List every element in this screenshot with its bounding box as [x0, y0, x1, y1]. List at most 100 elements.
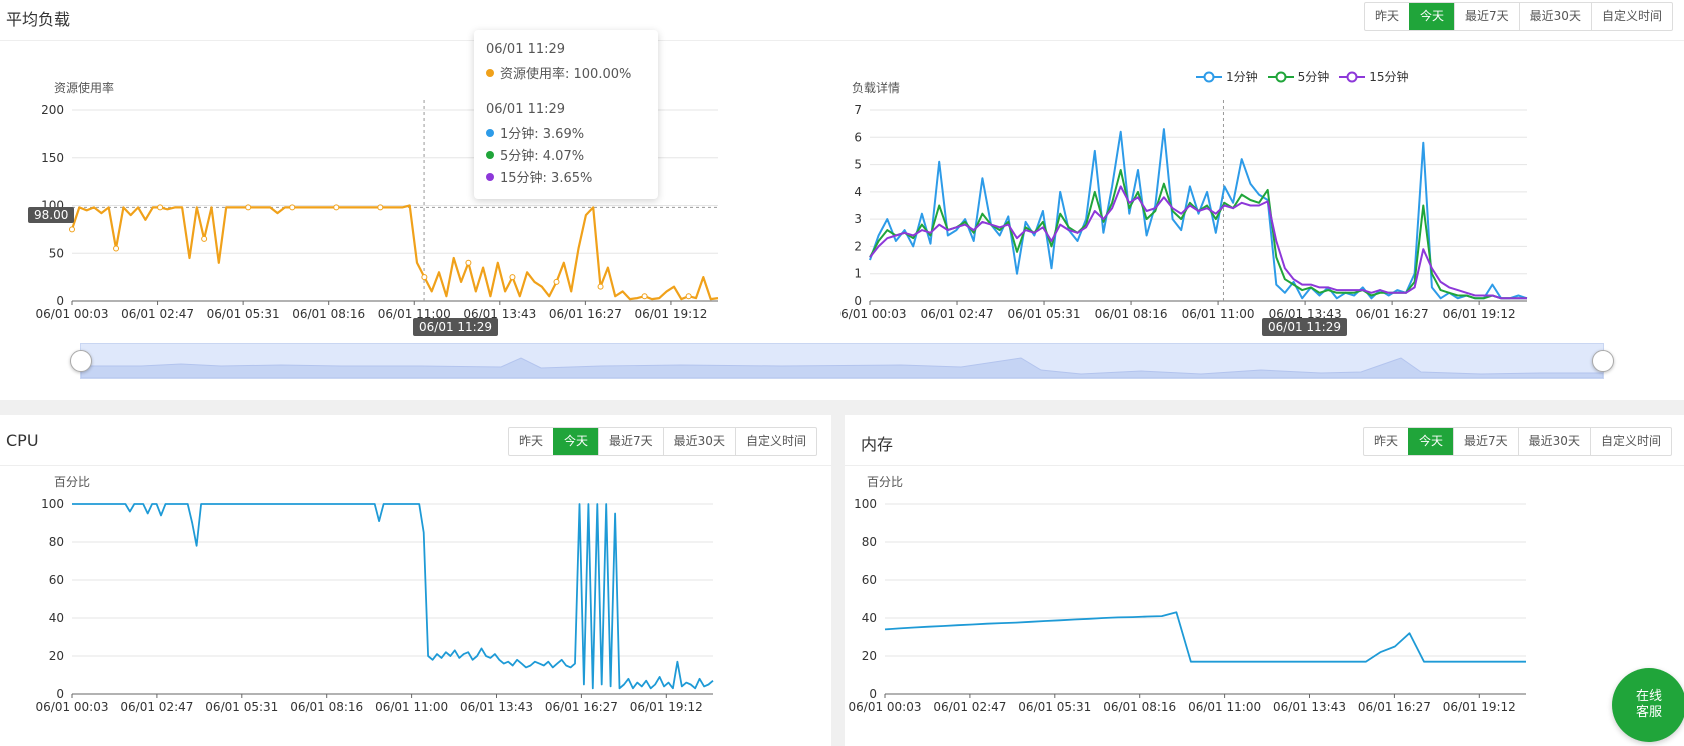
x-tick-label: 06/01 11:00 — [1188, 700, 1261, 714]
x-tick-label: 06/01 00:03 — [840, 307, 906, 321]
dot-icon — [486, 68, 494, 77]
y-axis-label: 资源使用率 — [54, 80, 114, 95]
y-tick-label: 1 — [854, 267, 862, 281]
y-tick-label: 4 — [854, 185, 862, 199]
x-tick-label: 06/01 16:27 — [545, 700, 618, 714]
btn-yesterday[interactable]: 昨天 — [1374, 434, 1399, 448]
y-axis-label: 负载详情 — [852, 80, 900, 95]
dot-icon — [486, 128, 494, 137]
btn-last-30-days[interactable]: 最近30天 — [662, 428, 735, 455]
y-tick-label: 0 — [56, 687, 64, 701]
btn-last-30-days[interactable]: 最近30天 — [1517, 428, 1590, 455]
btn-custom-time[interactable]: 自定义时间 — [1589, 428, 1671, 455]
btn-today[interactable]: 今天 — [1408, 428, 1454, 455]
y-tick-label: 40 — [862, 611, 877, 625]
x-tick-label: 06/01 05:31 — [1008, 307, 1081, 321]
btn-today[interactable]: 今天 — [553, 428, 599, 455]
y-tick-label: 60 — [862, 573, 877, 587]
x-tick-label: 06/01 19:12 — [634, 307, 707, 321]
y-tick-label: 2 — [854, 239, 862, 253]
y-tick-label: 5 — [854, 158, 862, 172]
y-tick-label: 0 — [56, 294, 64, 308]
btn-custom-time[interactable]: 自定义时间 — [1590, 3, 1672, 30]
x-tick-label: 06/01 16:27 — [549, 307, 622, 321]
x-tick-label: 06/01 02:47 — [921, 307, 994, 321]
btn-last-7-days[interactable]: 最近7天 — [1453, 428, 1518, 455]
x-tick-label: 06/01 11:00 — [378, 307, 451, 321]
x-tick-label: 06/01 11:00 — [375, 700, 448, 714]
data-point — [421, 274, 428, 281]
data-point — [201, 235, 208, 242]
btn-today[interactable]: 今天 — [1409, 3, 1455, 30]
x-tick-label: 06/01 13:43 — [463, 307, 536, 321]
legend-item-15min[interactable]: 15分钟 — [1339, 68, 1409, 85]
btn-last-7-days[interactable]: 最近7天 — [598, 428, 663, 455]
x-tick-label: 06/01 02:47 — [120, 700, 193, 714]
memory-chart: 百分比 0 20 40 60 80 100 06/01 00:03 06/01 02:47 06/… — [849, 475, 1526, 714]
time-range-buttons: 昨天 今天 最近7天 最近30天 自定义时间 — [508, 427, 817, 456]
y-tick-label: 20 — [49, 649, 64, 663]
data-point — [245, 204, 252, 211]
legend-15min-icon — [1339, 71, 1366, 82]
load-panel: 平均负载 昨天 今天 最近7天 最近30天 自定义时间 资源使用率 0 50 100 1… — [0, 0, 1684, 400]
dot-icon — [486, 150, 494, 159]
panel-title: 内存 — [861, 435, 894, 454]
panel-title: 平均负载 — [6, 10, 71, 29]
btn-yesterday[interactable]: 昨天 — [1375, 9, 1400, 23]
online-support-button[interactable]: 在线 客服 — [1612, 668, 1684, 742]
data-point — [289, 204, 296, 211]
load-legend: 1分钟 5分钟 15分钟 — [1196, 68, 1409, 85]
legend-item-1min[interactable]: 1分钟 — [1196, 68, 1258, 85]
btn-custom-time[interactable]: 自定义时间 — [734, 428, 816, 455]
series-line — [869, 185, 1527, 300]
crosshair-time-label: 06/01 11:29 — [1262, 318, 1347, 336]
data-point — [69, 226, 75, 233]
time-range-buttons: 昨天 今天 最近7天 最近30天 自定义时间 — [1364, 2, 1673, 31]
y-tick-label: 50 — [49, 246, 64, 260]
x-tick-label: 06/01 02:47 — [933, 700, 1006, 714]
y-tick-label: 20 — [862, 649, 877, 663]
tooltip-time: 06/01 11:29 — [486, 42, 566, 57]
series-line — [70, 204, 719, 301]
data-point — [597, 283, 604, 290]
tooltip-time: 06/01 11:29 — [486, 102, 566, 117]
data-point — [641, 293, 648, 300]
y-axis-label: 百分比 — [867, 475, 903, 489]
tooltip-usage: 资源使用率: 100.00% — [500, 67, 632, 82]
btn-last-7-days[interactable]: 最近7天 — [1454, 3, 1519, 30]
legend-item-5min[interactable]: 5分钟 — [1267, 68, 1329, 85]
tooltip-row: 1分钟: 3.69% — [486, 123, 646, 142]
x-tick-label: 06/01 02:47 — [121, 307, 194, 321]
x-tick-label: 06/01 00:03 — [849, 700, 922, 714]
tooltip-row: 5分钟: 4.07% — [486, 145, 646, 164]
x-tick-label: 06/01 08:16 — [290, 700, 363, 714]
x-tick-label: 06/01 19:12 — [630, 700, 703, 714]
data-point — [157, 204, 164, 211]
x-tick-label: 06/01 19:12 — [1443, 307, 1516, 321]
crosshair-time-label: 06/01 11:29 — [413, 318, 498, 336]
series-line — [869, 128, 1528, 300]
y-tick-label: 80 — [49, 535, 64, 549]
y-tick-label: 150 — [41, 151, 64, 165]
tooltip-5min: 5分钟: 4.07% — [500, 149, 585, 164]
zoom-handle-left[interactable] — [70, 350, 92, 372]
cpu-panel: CPU 昨天 今天 最近7天 最近30天 自定义时间 百分比 0 20 40 60 80 1… — [0, 415, 831, 746]
data-zoom-slider[interactable] — [70, 343, 1614, 379]
x-tick-label: 06/01 11:00 — [1182, 307, 1255, 321]
data-point — [509, 274, 516, 281]
btn-last-30-days[interactable]: 最近30天 — [1518, 3, 1591, 30]
y-tick-label: 200 — [41, 103, 64, 117]
tooltip-row: 资源使用率: 100.00% — [486, 63, 646, 82]
legend-label: 15分钟 — [1369, 70, 1409, 84]
zoom-handle-right[interactable] — [1592, 350, 1614, 372]
y-tick-label: 100 — [41, 497, 64, 511]
y-tick-label: 100 — [854, 497, 877, 511]
chart-tooltip: 06/01 11:29 资源使用率: 100.00% 06/01 11:29 1… — [474, 30, 658, 199]
y-tick-label: 40 — [49, 611, 64, 625]
data-point — [333, 204, 340, 211]
x-tick-label: 06/01 13:43 — [460, 700, 533, 714]
dot-icon — [486, 172, 494, 181]
btn-yesterday[interactable]: 昨天 — [519, 434, 544, 448]
divider — [0, 465, 831, 466]
